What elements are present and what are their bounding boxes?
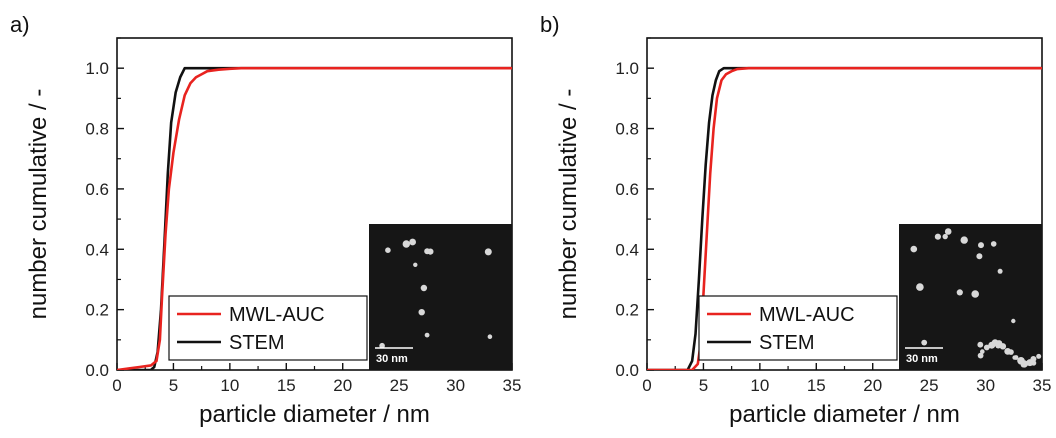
y-tick-label: 0.6 [615,180,639,199]
y-tick-label: 1.0 [615,59,639,78]
legend-entry: MWL-AUC [759,304,855,326]
particle-dot [484,248,492,256]
particle-dot [1030,356,1037,362]
x-tick-label: 35 [1033,376,1052,395]
inset-background [899,224,1042,370]
particle-dot [960,236,968,244]
scale-bar-label: 30 nm [906,353,938,365]
particle-dot [956,289,963,296]
particle-dot [976,253,983,260]
panel-label: a) [10,12,30,37]
particle-dot [487,334,493,340]
particle-dot [971,290,979,298]
particle-dot [983,344,990,351]
particle-dot [420,284,428,292]
particle-dot [402,240,410,248]
particle-dot [413,262,418,267]
x-tick-label: 30 [976,376,995,395]
particle-dot [910,245,918,253]
y-tick-label: 0.6 [85,180,109,199]
y-tick-label: 0.2 [85,301,109,320]
y-tick-label: 0.0 [85,361,109,380]
particle-dot [1011,318,1016,324]
legend-entry: STEM [759,332,815,354]
panel-a: a) 0 5 10 15 20 25 30 35 0.0 0.2 0.4 0.6 0.8 1.0 partic… [10,12,521,428]
y-tick-label: 0.4 [85,240,109,259]
x-axis-label: particle diameter / nm [199,401,430,428]
scale-bar-label: 30 nm [376,353,408,365]
particle-dot [990,241,997,247]
x-tick-label: 0 [642,376,651,395]
y-axis-label: number cumulative / - [25,89,52,320]
legend-entry: STEM [229,332,285,354]
x-tick-label: 10 [220,376,239,395]
particle-dot [934,233,942,240]
series-line-stem [117,66,512,370]
particle-dot [980,349,985,354]
x-tick-label: 25 [920,376,939,395]
x-tick-label: 20 [863,376,882,395]
panel-b: b) 0 5 10 15 20 25 30 35 0.0 0.2 0.4 0.6 0.8 1.0 partic… [540,12,1051,428]
legend-entry: MWL-AUC [229,304,325,326]
stem-inset-image: 30 nm [899,224,1042,370]
particle-dot [999,343,1007,350]
x-tick-label: 25 [390,376,409,395]
stem-inset-image: 30 nm [369,224,512,370]
particle-dot [418,309,425,316]
particle-dot [977,341,984,348]
legend-box [698,295,898,361]
particle-dot [385,247,391,253]
panel-label: b) [540,12,560,37]
y-axis-label: number cumulative / - [555,89,582,320]
legend: MWL-AUC STEM [698,295,898,361]
particle-dot [997,268,1003,274]
y-tick-label: 0.4 [615,240,639,259]
x-tick-label: 0 [112,376,121,395]
y-tick-label: 0.2 [615,301,639,320]
particle-dot [942,233,948,240]
particle-dot [424,332,430,338]
x-tick-label: 30 [446,376,465,395]
y-tick-label: 0.0 [615,361,639,380]
x-tick-label: 15 [277,376,296,395]
x-tick-label: 5 [699,376,708,395]
particle-dot [977,352,984,359]
inset-background [369,224,512,370]
particle-dot [1013,355,1019,360]
x-tick-label: 10 [750,376,769,395]
particle-dot [1008,349,1014,355]
particle-dot [944,228,952,235]
legend-box [168,295,368,361]
y-tick-label: 0.8 [615,120,639,139]
x-tick-label: 20 [333,376,352,395]
series-line-stem [647,66,1042,370]
particle-dot [379,342,385,349]
particle-dot [427,248,434,255]
series-line-mwl-auc [117,66,512,370]
y-tick-label: 1.0 [85,59,109,78]
y-tick-label: 0.8 [85,120,109,139]
x-tick-label: 15 [807,376,826,395]
legend: MWL-AUC STEM [168,295,368,361]
particle-dot [921,339,928,346]
particle-dot [1020,360,1028,368]
x-tick-label: 5 [169,376,178,395]
particle-dot [1036,353,1042,359]
particle-dot [978,242,984,249]
x-axis-label: particle diameter / nm [729,401,960,428]
particle-dot [409,238,416,246]
particle-dot [916,283,924,291]
x-tick-label: 35 [503,376,522,395]
